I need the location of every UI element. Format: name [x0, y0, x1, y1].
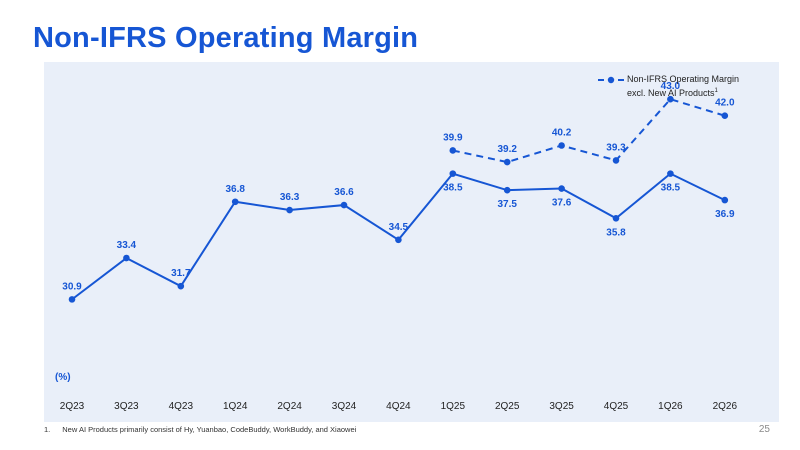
data-point [558, 142, 565, 149]
data-label: 36.3 [280, 192, 300, 203]
x-tick-label: 1Q26 [658, 401, 683, 412]
unit-label: (%) [55, 372, 71, 383]
x-tick-label: 3Q23 [114, 401, 139, 412]
series-operating-margin: 30.9 33.4 31.7 36.8 36.3 36.6 34.5 38.5 37.5 37.6… [62, 170, 735, 303]
data-label: 36.6 [334, 187, 354, 198]
data-label: 36.9 [715, 209, 735, 220]
data-point [395, 236, 402, 244]
data-point [503, 186, 511, 194]
data-label: 43.0 [661, 81, 681, 92]
data-point [667, 170, 674, 177]
footnote-text: New AI Products primarily consist of Hy,… [62, 425, 357, 434]
data-label: 31.7 [171, 268, 191, 279]
data-point [449, 170, 457, 177]
x-tick-label: 2Q24 [277, 401, 302, 412]
data-label: 36.8 [225, 184, 245, 195]
series-line-solid [71, 172, 726, 301]
page-number: 25 [758, 424, 770, 435]
data-point [667, 95, 674, 103]
x-tick-label: 1Q24 [223, 401, 248, 412]
series-excl-new-ai: 39.9 39.2 40.2 39.3 43.0 42.0 [443, 81, 735, 166]
x-axis-ticks: 2Q23 3Q23 4Q23 1Q24 2Q24 3Q24 4Q24 1Q25 2Q25 3Q25… [60, 401, 738, 412]
data-point [68, 296, 76, 303]
data-label: 39.2 [497, 144, 517, 155]
footnote-number: 1. [44, 425, 51, 434]
data-point [612, 215, 620, 222]
x-tick-label: 2Q25 [495, 401, 520, 412]
data-point [286, 206, 293, 214]
legend-label-line2-text: excl. New AI Products [627, 88, 715, 98]
legend-swatch-dashed [598, 76, 624, 84]
data-point [503, 158, 511, 166]
legend-label: Non-IFRS Operating Margin excl. New AI P… [627, 73, 787, 99]
data-point [721, 112, 729, 120]
x-tick-label: 3Q25 [549, 401, 574, 412]
data-label: 40.2 [552, 128, 572, 139]
data-label: 34.5 [389, 222, 409, 233]
data-point [558, 185, 565, 192]
data-point [231, 198, 239, 206]
x-tick-label: 4Q25 [604, 401, 629, 412]
data-point [123, 254, 130, 262]
data-label: 35.8 [606, 227, 626, 238]
x-tick-label: 2Q23 [60, 401, 85, 412]
data-label: 37.6 [552, 198, 572, 209]
footnote: 1. New AI Products primarily consist of H… [44, 425, 356, 434]
data-point [721, 196, 729, 204]
series-line-dashed [452, 98, 726, 164]
data-label: 38.5 [443, 183, 463, 194]
x-tick-label: 1Q25 [441, 401, 466, 412]
legend-footnote-marker: 1 [714, 88, 718, 94]
legend-label-line1: Non-IFRS Operating Margin [627, 74, 740, 84]
chart-panel [44, 62, 779, 422]
x-tick-label: 4Q23 [169, 401, 194, 412]
x-tick-label: 3Q24 [332, 401, 357, 412]
legend-label-line2: excl. New AI Products1 [627, 85, 787, 99]
x-tick-label: 2Q26 [713, 401, 738, 412]
data-label: 37.5 [497, 199, 517, 210]
data-point [449, 147, 457, 154]
page-title: Non-IFRS Operating Margin [33, 22, 419, 54]
data-label: 42.0 [715, 98, 735, 109]
data-label: 30.9 [62, 281, 82, 292]
data-point [612, 157, 620, 164]
data-label: 38.5 [661, 183, 681, 194]
data-label: 39.3 [606, 142, 626, 153]
data-point [340, 201, 348, 209]
data-point [177, 282, 185, 290]
x-tick-label: 4Q24 [386, 401, 411, 412]
data-label: 33.4 [117, 240, 137, 251]
data-label: 39.9 [443, 132, 463, 143]
